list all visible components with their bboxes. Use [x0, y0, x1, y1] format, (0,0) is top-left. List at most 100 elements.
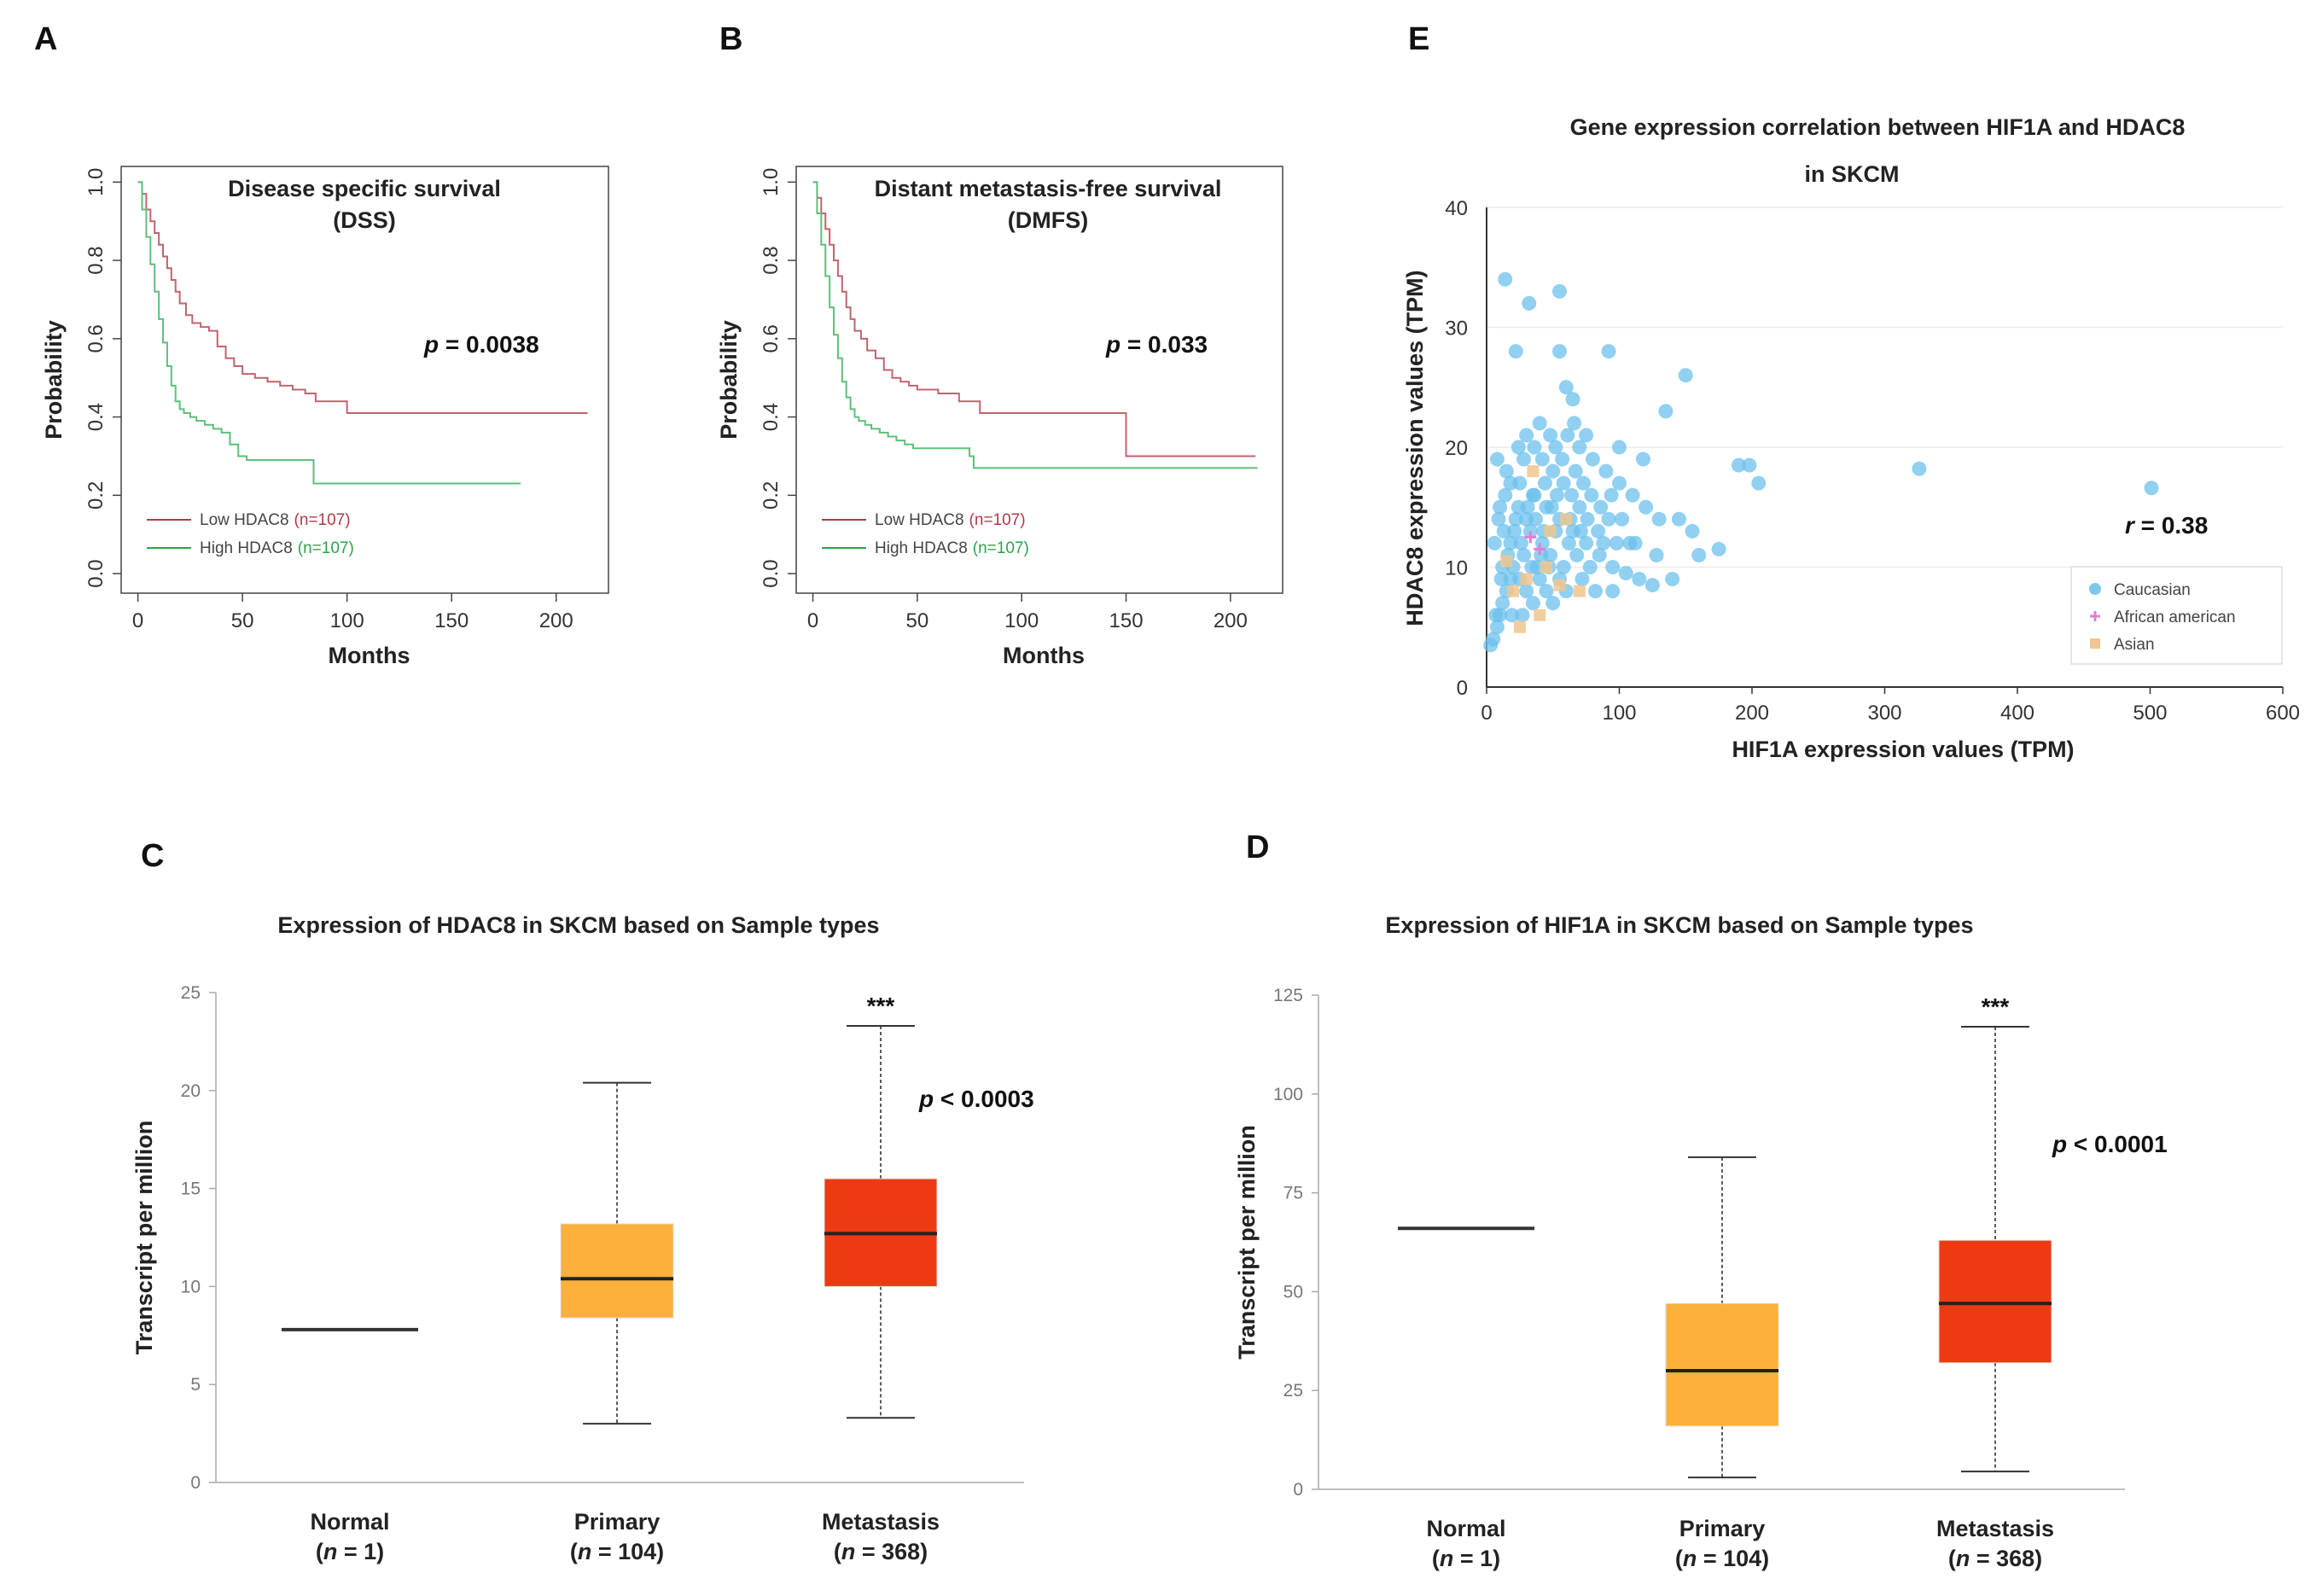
- point-asian: [1553, 579, 1566, 591]
- point-caucasian: [1711, 541, 1726, 556]
- plot-frame: [120, 166, 609, 594]
- point-caucasian: [1537, 475, 1552, 491]
- point-caucasian: [1508, 511, 1523, 527]
- p-value-annotation: p < 0.0001: [2052, 1131, 2168, 1157]
- point-caucasian: [1503, 535, 1518, 550]
- point-caucasian: [1639, 499, 1654, 515]
- y-tick-label: 1.0: [84, 168, 108, 196]
- point-caucasian: [1572, 440, 1587, 455]
- point-caucasian: [1612, 475, 1627, 491]
- x-tick-label: 400: [2000, 702, 2034, 725]
- y-tick-label: 0.6: [84, 324, 108, 352]
- chart-subtitle: in SKCM: [1805, 161, 1900, 187]
- chart-title: Expression of HDAC8 in SKCM based on Sam…: [277, 912, 879, 938]
- y-tick-label: 0.6: [760, 324, 783, 352]
- point-asian: [1507, 585, 1520, 597]
- point-caucasian: [1751, 475, 1767, 491]
- point-caucasian: [1564, 487, 1580, 503]
- point-caucasian: [1598, 463, 1614, 479]
- point-caucasian: [1573, 523, 1588, 539]
- point-caucasian: [1525, 596, 1540, 611]
- point-caucasian: [1543, 428, 1558, 443]
- point-asian: [1560, 513, 1573, 526]
- p-value-annotation: p = 0.033: [1105, 331, 1208, 358]
- category-n-primary-symbol: n: [1683, 1546, 1697, 1571]
- point-caucasian: [1527, 440, 1542, 455]
- point-african-american: [1524, 531, 1537, 544]
- point-caucasian: [1507, 523, 1522, 539]
- point-caucasian: [1601, 344, 1616, 359]
- point-caucasian: [2144, 481, 2159, 496]
- point-asian: [1520, 573, 1533, 585]
- point-caucasian: [1576, 475, 1592, 491]
- point-caucasian: [1618, 566, 1633, 581]
- point-caucasian: [1548, 440, 1563, 455]
- chart-title: Disease specific survival: [228, 176, 501, 201]
- panel-c-box-chart: Expression of HDAC8 in SKCM based on Sam…: [131, 912, 1034, 1564]
- y-tick-label: 20: [1445, 437, 1468, 460]
- category-n-metastasis: (n = 368): [1948, 1546, 2042, 1571]
- p-value-annotation-symbol: p: [1105, 331, 1120, 358]
- legend-n: (n=107): [973, 539, 1029, 557]
- point-caucasian: [1591, 523, 1606, 539]
- y-tick-label: 30: [1445, 317, 1468, 341]
- box-primary: [1665, 1302, 1779, 1427]
- panel-letter-d: D: [1246, 830, 1269, 865]
- category-n-metastasis: (n = 368): [834, 1539, 928, 1564]
- x-tick-label: 50: [906, 609, 929, 632]
- panel-d-box-chart: Expression of HIF1A in SKCM based on Sam…: [1234, 912, 2168, 1571]
- category-n-metastasis-value: = 368): [1970, 1546, 2042, 1571]
- y-tick-label: 50: [1283, 1282, 1303, 1302]
- point-caucasian: [1605, 560, 1621, 574]
- point-caucasian: [1678, 368, 1693, 383]
- point-caucasian: [1561, 535, 1576, 550]
- point-caucasian: [1516, 547, 1532, 562]
- point-caucasian: [1605, 584, 1621, 599]
- category-n-normal-symbol: n: [1440, 1546, 1454, 1571]
- x-tick-label: 50: [231, 609, 254, 632]
- category-label-metastasis: Metastasis: [822, 1509, 940, 1535]
- point-caucasian: [1568, 463, 1583, 479]
- point-caucasian: [1592, 547, 1607, 562]
- point-caucasian: [1534, 451, 1550, 467]
- x-tick-label: 300: [1867, 702, 1901, 725]
- y-tick-label: 5: [190, 1375, 201, 1395]
- plot-frame: [795, 166, 1283, 594]
- point-caucasian: [1649, 547, 1664, 562]
- y-tick-label: 10: [181, 1277, 201, 1296]
- point-asian: [1534, 609, 1546, 621]
- r-value-annotation-value: = 0.38: [2134, 512, 2208, 539]
- point-caucasian: [1588, 584, 1604, 599]
- point-caucasian: [1665, 572, 1680, 587]
- point-caucasian: [1493, 499, 1508, 515]
- x-tick-label: 0: [807, 609, 818, 632]
- survival-curve-low: [137, 181, 588, 414]
- point-caucasian: [1489, 620, 1505, 635]
- y-tick-label: 20: [181, 1081, 201, 1101]
- point-caucasian: [1498, 487, 1513, 503]
- point-caucasian: [1513, 535, 1528, 550]
- p-value-annotation-value: = 0.0038: [439, 331, 539, 358]
- point-caucasian: [1489, 451, 1505, 467]
- point-caucasian: [1545, 463, 1561, 479]
- y-tick-label: 25: [1283, 1381, 1303, 1401]
- legend-entry: High HDAC8 (n=107): [200, 539, 354, 557]
- point-caucasian: [1534, 547, 1549, 562]
- point-asian: [1513, 620, 1526, 633]
- legend-label: High HDAC8: [875, 539, 968, 557]
- point-caucasian: [1496, 523, 1511, 539]
- point-caucasian: [1522, 523, 1538, 539]
- point-caucasian: [1522, 295, 1537, 311]
- panel-a-survival-chart: 0 50 100 150 200 0.0 0.2 0.4 0.6 0.8 1.0 Months Prob…: [41, 166, 609, 668]
- x-tick-label: 600: [2266, 702, 2300, 725]
- p-value-annotation-symbol: p: [2052, 1131, 2067, 1157]
- category-n-primary-value: = 104): [591, 1539, 664, 1564]
- legend-entry: Low HDAC8 (n=107): [200, 511, 351, 529]
- box-metastasis: [1938, 1239, 2052, 1364]
- point-asian: [1573, 585, 1586, 597]
- legend-label: Asian: [2114, 636, 2155, 654]
- p-value-annotation: p < 0.0003: [918, 1086, 1034, 1112]
- point-caucasian: [1552, 344, 1568, 359]
- legend-box: [2070, 566, 2283, 665]
- point-african-american: [1534, 543, 1546, 556]
